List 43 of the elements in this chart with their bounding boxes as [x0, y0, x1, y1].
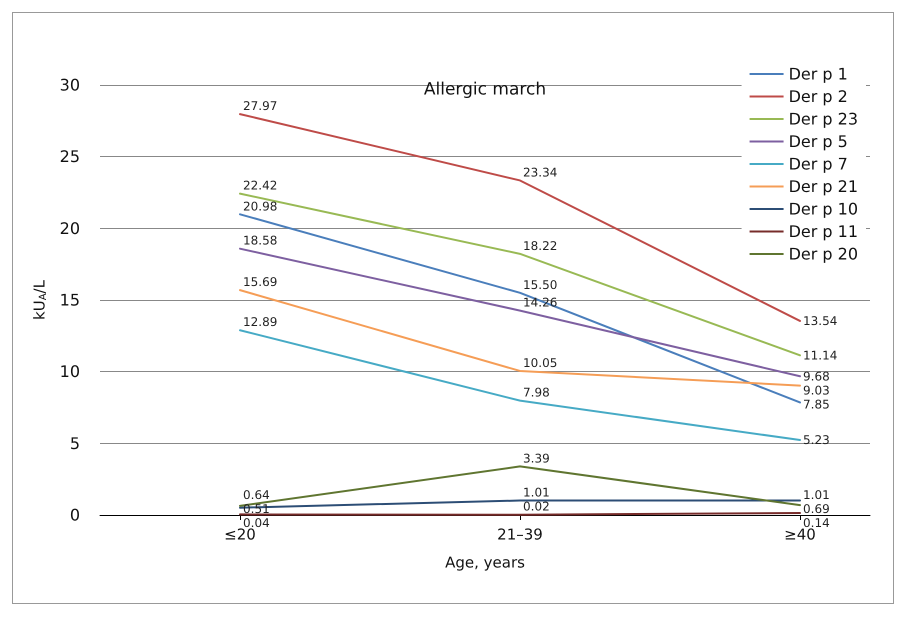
x-axis-title: Age, years — [445, 554, 526, 572]
data-label: 27.97 — [243, 99, 278, 114]
legend-label: Der p 1 — [788, 64, 848, 84]
y-tick-label: 20 — [60, 218, 80, 238]
data-label: 0.64 — [243, 488, 270, 502]
chart-title: Allergic march — [424, 80, 546, 100]
legend-label: Der p 5 — [788, 132, 848, 151]
y-tick-label: 15 — [60, 290, 80, 310]
data-label: 18.58 — [243, 234, 278, 248]
data-label: 0.69 — [803, 502, 830, 516]
data-label: 1.01 — [803, 488, 830, 502]
data-label: 7.98 — [523, 386, 550, 400]
data-label: 12.89 — [243, 315, 278, 330]
x-tick-label: 21–39 — [497, 526, 543, 544]
data-label: 1.01 — [523, 486, 550, 500]
y-tick-label: 25 — [60, 147, 80, 166]
data-label: 18.22 — [523, 238, 558, 253]
legend-label: Der p 21 — [788, 177, 858, 196]
data-label: 9.03 — [803, 383, 830, 398]
data-label: 0.02 — [523, 500, 550, 514]
data-label: 15.69 — [243, 275, 278, 290]
data-label: 11.14 — [803, 348, 838, 362]
data-label: 5.23 — [803, 433, 830, 448]
y-tick-label: 30 — [60, 76, 80, 94]
legend-label: Der p 7 — [788, 154, 848, 174]
data-label: 10.05 — [523, 356, 558, 370]
data-label: 9.68 — [803, 369, 830, 384]
legend-label: Der p 11 — [788, 222, 858, 241]
data-label: 20.98 — [243, 199, 278, 214]
data-label: 23.34 — [523, 165, 558, 180]
y-tick-label: 5 — [70, 434, 80, 453]
legend-label: Der p 10 — [788, 200, 858, 218]
y-axis-title: kUA/L — [30, 279, 50, 320]
data-label: 13.54 — [803, 314, 838, 328]
data-label: 7.85 — [803, 397, 830, 412]
legend-label: Der p 2 — [788, 87, 848, 106]
legend-label: Der p 20 — [788, 244, 858, 264]
data-label: 15.50 — [523, 278, 558, 292]
y-tick-label: 10 — [60, 362, 80, 382]
legend-label: Der p 23 — [788, 110, 858, 128]
y-tick-label: 0 — [70, 506, 80, 524]
data-label: 22.42 — [243, 178, 278, 193]
data-label: 3.39 — [523, 451, 550, 466]
